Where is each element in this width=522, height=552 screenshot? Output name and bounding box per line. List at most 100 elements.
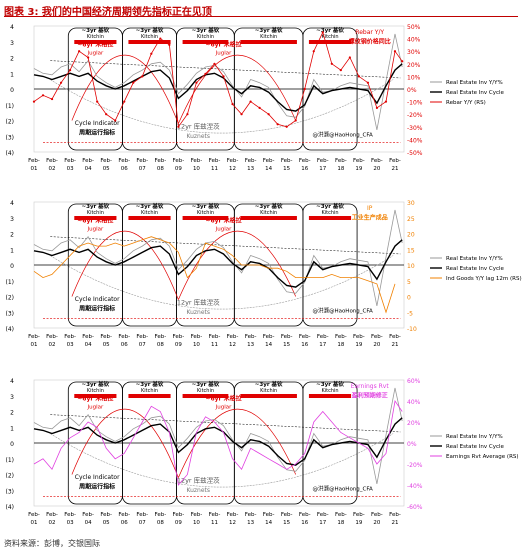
x-tick-label: 04 xyxy=(85,342,92,348)
x-tick-label: Feb- xyxy=(154,158,166,164)
kitchin-sublabel: Kitchin xyxy=(87,34,104,40)
x-tick-label: 15 xyxy=(283,342,290,348)
series-note-sublabel: 螺纹钢价格同比 xyxy=(349,37,391,45)
x-tick-label: 02 xyxy=(49,166,56,172)
y2-tick-label: -20% xyxy=(407,462,423,469)
x-tick-label: 06 xyxy=(121,520,128,526)
x-tick-label: Feb- xyxy=(245,334,257,340)
y2-tick-label: 0% xyxy=(407,87,417,94)
juglar-arc xyxy=(71,54,179,124)
x-tick-label: 10 xyxy=(193,166,200,172)
series-point xyxy=(68,69,72,72)
x-tick-label: Feb- xyxy=(64,158,76,164)
kitchin-label: ~3yr 基钦 xyxy=(136,202,164,210)
kuznets-arc xyxy=(50,255,394,310)
x-tick-label: Feb- xyxy=(389,334,401,340)
series-line xyxy=(33,236,396,314)
juglar-label: ~6yr 朱格拉 xyxy=(77,40,113,48)
x-tick-label: 18 xyxy=(337,342,344,348)
legend-label: Real Estate Inv Cycle xyxy=(446,266,505,272)
juglar-sublabel: Juglar xyxy=(86,226,103,232)
x-tick-label: 09 xyxy=(175,342,182,348)
watermark: @洪灏@HaoHong_CFA xyxy=(312,484,373,492)
x-tick-label: 13 xyxy=(247,520,254,526)
kitchin-band xyxy=(240,394,297,398)
kitchin-label: ~3yr 基钦 xyxy=(316,380,344,388)
y2-tick-label: -60% xyxy=(407,504,423,511)
x-tick-label: 21 xyxy=(391,342,398,348)
x-tick-label: 15 xyxy=(283,166,290,172)
y-tick-label: (4) xyxy=(6,326,15,333)
y-tick-label: 1 xyxy=(10,425,14,432)
watermark: @洪灏@HaoHong_CFA xyxy=(312,130,373,138)
source-note: 资料来源：彭博，交银国际 xyxy=(4,539,100,548)
kuznets-label: 12yr 库兹涅茨 xyxy=(177,297,220,306)
x-tick-label: 12 xyxy=(229,520,236,526)
kuznets-arc xyxy=(50,433,394,488)
series-point xyxy=(132,81,135,84)
y2-tick-label: -20% xyxy=(407,112,423,119)
y2-tick-label: 5 xyxy=(407,279,411,286)
y2-tick-label: -10 xyxy=(407,326,417,333)
kitchin-band xyxy=(182,216,229,220)
x-tick-label: Feb- xyxy=(227,158,239,164)
series-point xyxy=(114,119,117,122)
x-tick-label: Feb- xyxy=(335,512,347,518)
juglar-sublabel: Juglar xyxy=(215,226,232,232)
x-tick-label: 10 xyxy=(193,520,200,526)
trend-line xyxy=(50,236,401,255)
kitchin-band xyxy=(308,394,352,398)
x-tick-label: Feb- xyxy=(191,334,203,340)
y-tick-label: 0 xyxy=(10,263,14,270)
x-tick-label: 02 xyxy=(49,520,56,526)
x-tick-label: 09 xyxy=(175,520,182,526)
x-tick-label: 03 xyxy=(67,166,74,172)
x-tick-label: Feb- xyxy=(191,512,203,518)
x-tick-label: 17 xyxy=(319,520,326,526)
juglar-arc xyxy=(178,230,297,300)
x-tick-label: Feb- xyxy=(64,512,76,518)
series-point xyxy=(258,106,261,109)
x-tick-label: Feb- xyxy=(227,334,239,340)
series-point xyxy=(186,113,189,116)
y2-tick-label: 50% xyxy=(407,24,421,31)
x-tick-label: Feb- xyxy=(100,334,112,340)
x-tick-label: Feb- xyxy=(209,158,221,164)
x-tick-label: 06 xyxy=(121,166,128,172)
x-tick-label: 01 xyxy=(31,166,38,172)
x-tick-label: Feb- xyxy=(118,512,130,518)
x-tick-label: Feb- xyxy=(46,512,58,518)
x-tick-label: Feb- xyxy=(64,334,76,340)
series-point xyxy=(231,103,234,106)
kitchin-sublabel: Kitchin xyxy=(141,210,158,216)
x-tick-label: 05 xyxy=(103,520,110,526)
series-point xyxy=(222,75,225,78)
series-point xyxy=(303,87,306,91)
y-tick-label: (1) xyxy=(6,279,15,286)
y-tick-label: (1) xyxy=(6,103,15,110)
kitchin-band xyxy=(74,216,117,220)
x-tick-label: 08 xyxy=(157,520,164,526)
series-point xyxy=(240,113,243,116)
x-tick-label: Feb- xyxy=(335,334,347,340)
x-tick-label: Feb- xyxy=(245,512,257,518)
kitchin-sublabel: Kitchin xyxy=(197,34,214,40)
series-note-label: Earnings Rvt xyxy=(351,383,390,390)
kitchin-sublabel: Kitchin xyxy=(260,210,277,216)
figure-title: 图表 3: 我们的中国经济周期领先指标正在见顶 xyxy=(4,7,212,18)
cycle-indicator-label: Cycle Indicator xyxy=(75,474,120,481)
cycle-indicator-label: Cycle Indicator xyxy=(75,120,120,127)
y-tick-label: 2 xyxy=(10,232,14,239)
x-tick-label: 07 xyxy=(139,520,146,526)
series-point xyxy=(384,100,388,103)
x-tick-label: 18 xyxy=(337,520,344,526)
kitchin-band xyxy=(128,394,171,398)
cycle-indicator-sublabel: 周期运行指标 xyxy=(79,305,115,313)
x-tick-label: Feb- xyxy=(389,158,401,164)
series-point xyxy=(375,106,379,109)
juglar-label: ~6yr 朱格拉 xyxy=(205,394,241,402)
y2-tick-label: 15 xyxy=(407,247,415,254)
kitchin-sublabel: Kitchin xyxy=(197,210,214,216)
y-tick-label: 2 xyxy=(10,410,14,417)
juglar-sublabel: Juglar xyxy=(215,50,232,56)
